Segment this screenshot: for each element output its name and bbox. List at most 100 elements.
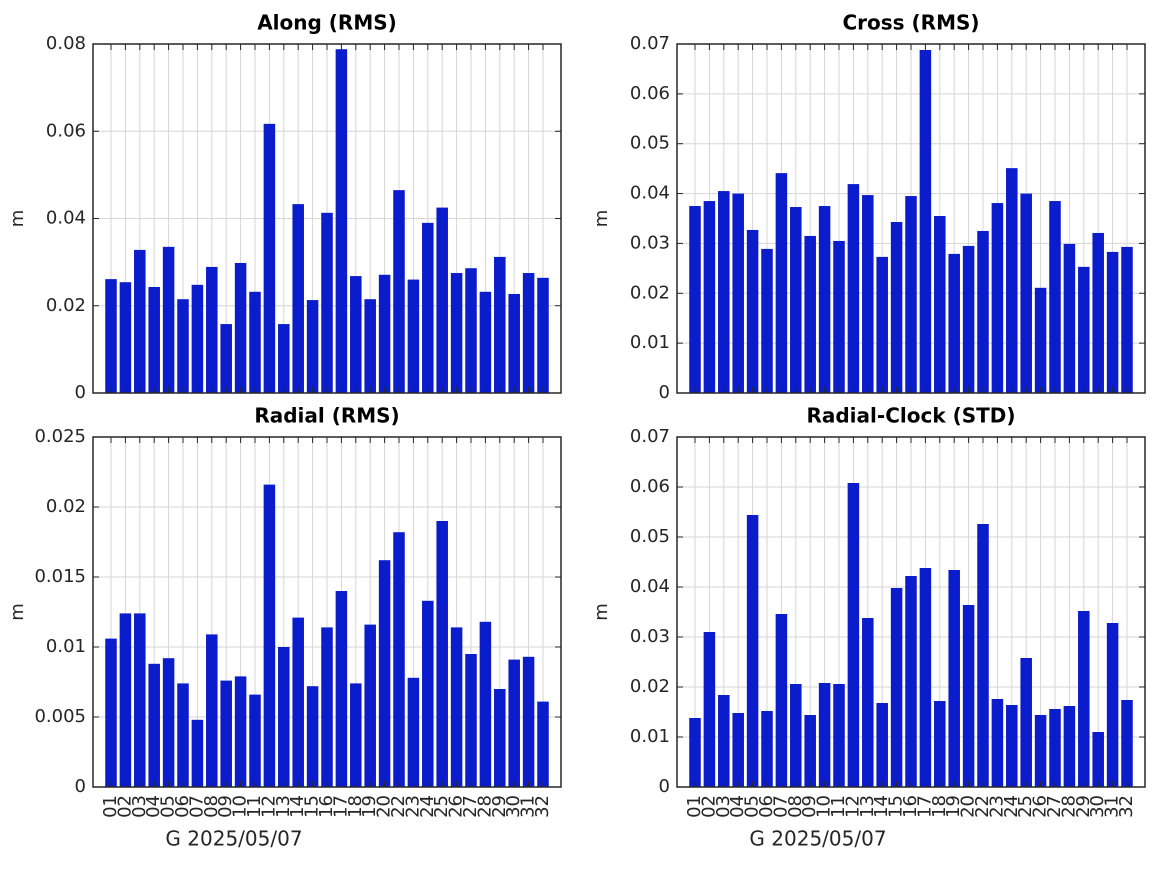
x-tick-label: 12	[842, 795, 863, 818]
bar	[422, 600, 434, 787]
chart-title: Along (RMS)	[257, 11, 397, 35]
bar	[934, 216, 946, 393]
x-tick-label: 01	[100, 795, 121, 818]
bar	[306, 686, 319, 787]
bar	[263, 123, 276, 394]
y-tick-label: 0.06	[630, 476, 670, 497]
y-axis-label: m	[7, 603, 28, 621]
bar	[962, 245, 975, 393]
bar	[249, 291, 261, 393]
bar	[220, 680, 232, 787]
bar	[919, 568, 932, 787]
bar	[1106, 251, 1119, 393]
x-tick-label: 26	[446, 795, 467, 818]
bar	[833, 684, 845, 787]
bar	[191, 719, 204, 787]
x-tick-label: 01	[684, 795, 705, 818]
x-tick-label: 05	[742, 795, 763, 818]
bar	[465, 268, 477, 393]
x-tick-label: 08	[785, 795, 806, 818]
x-tick-label: 25	[431, 795, 452, 818]
x-tick-label: 30	[1087, 795, 1108, 818]
y-tick-label: 0.01	[46, 636, 86, 657]
bar	[977, 524, 989, 787]
bar	[364, 299, 376, 393]
bar	[1049, 201, 1061, 393]
bar	[220, 324, 232, 393]
x-axis-label: G 2025/05/07	[165, 827, 302, 851]
bar	[134, 613, 146, 787]
x-tick-label: 02	[698, 795, 719, 818]
bar	[790, 207, 802, 393]
bar	[191, 284, 204, 393]
x-tick-label: 28	[1058, 795, 1079, 818]
y-tick-label: 0.06	[630, 83, 670, 104]
bar	[234, 676, 247, 787]
y-tick-label: 0.01	[630, 332, 670, 353]
bar	[890, 221, 903, 393]
bar	[206, 266, 218, 393]
bar	[732, 713, 744, 787]
bar	[905, 576, 917, 787]
bar	[761, 248, 773, 393]
x-tick-label: 24	[1001, 795, 1022, 818]
bar	[948, 570, 960, 787]
bar	[393, 190, 405, 393]
x-tick-label: 19	[359, 795, 380, 818]
x-tick-label: 24	[417, 795, 438, 818]
bar	[364, 624, 376, 787]
bar	[991, 203, 1004, 393]
bar	[537, 701, 549, 787]
x-tick-label: 13	[857, 795, 878, 818]
x-tick-label: 11	[828, 795, 849, 818]
bar	[718, 191, 730, 393]
bar	[148, 286, 160, 393]
bar	[732, 193, 744, 393]
y-axis-label: m	[591, 210, 612, 228]
x-tick-label: 14	[871, 795, 892, 818]
bar	[862, 195, 874, 393]
y-tick-label: 0.005	[34, 706, 86, 727]
x-tick-label: 10	[230, 795, 251, 818]
x-tick-label: 07	[186, 795, 207, 818]
x-tick-label: 14	[287, 795, 308, 818]
x-tick-label: 19	[943, 795, 964, 818]
bar	[335, 49, 348, 394]
y-tick-label: 0.04	[630, 183, 670, 204]
bar	[862, 618, 874, 787]
chart-title: Radial (RMS)	[254, 404, 399, 428]
bar	[522, 656, 535, 787]
bar	[494, 689, 506, 787]
y-tick-label: 0.03	[630, 232, 670, 253]
bar	[206, 634, 218, 787]
bar	[177, 683, 189, 787]
bar	[833, 240, 845, 393]
x-tick-label: 15	[302, 795, 323, 818]
x-tick-label: 07	[770, 795, 791, 818]
x-tick-label: 04	[727, 795, 748, 818]
chart-title: Radial-Clock (STD)	[806, 404, 1015, 428]
x-tick-label: 08	[201, 795, 222, 818]
bar	[1020, 658, 1032, 787]
bar	[407, 279, 420, 393]
bar	[148, 663, 160, 787]
bar	[162, 246, 175, 393]
x-tick-label: 13	[273, 795, 294, 818]
bar	[1049, 709, 1061, 787]
y-tick-label: 0.04	[46, 208, 86, 229]
x-tick-label: 31	[518, 795, 539, 818]
y-tick-label: 0.015	[34, 566, 86, 587]
bar	[321, 627, 333, 787]
bar	[775, 614, 788, 787]
bar	[537, 277, 549, 393]
bar	[292, 617, 304, 787]
y-tick-label: 0.02	[630, 282, 670, 303]
bar	[948, 253, 960, 393]
y-axis-label: m	[591, 603, 612, 621]
y-axis-label: m	[7, 210, 28, 228]
bar	[450, 273, 463, 393]
bar	[1034, 287, 1047, 393]
bar	[292, 204, 304, 393]
bar	[718, 695, 730, 787]
